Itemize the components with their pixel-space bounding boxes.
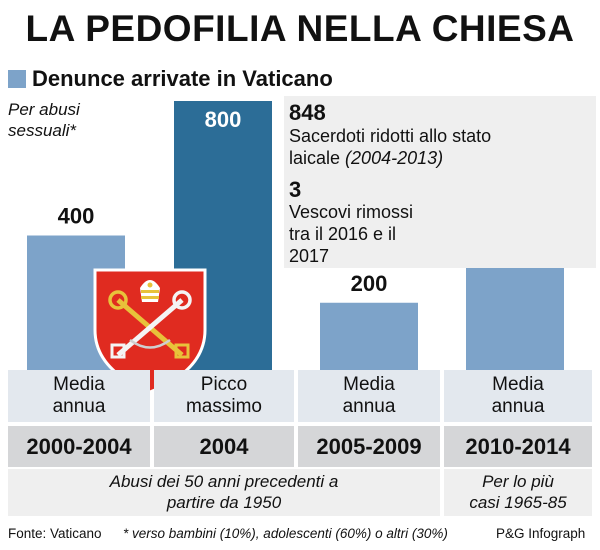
bar-2005-2009 <box>320 302 418 370</box>
bar-caption: Media annua <box>342 374 396 417</box>
source-text: Fonte: Vaticano <box>8 526 102 541</box>
bar-value-label: 400 <box>58 204 95 229</box>
priests-description: Sacerdoti ridotti allo stato laicale <box>289 126 492 168</box>
bishops-text: Vescovi rimossi tra il 2016 e il 2017 <box>289 202 414 266</box>
legend-swatch <box>8 70 26 88</box>
caption-box <box>298 370 440 422</box>
legend-label: Denunce arrivate in Vaticano <box>32 66 333 91</box>
bar-caption: Picco massimo <box>185 374 262 417</box>
bottom-note-right-text: Per lo più casi 1965-85 <box>469 472 567 512</box>
priests-count: 848 <box>289 100 326 125</box>
note-text: Per abusi sessuali* <box>8 100 80 140</box>
category-label: 2000-2004 <box>8 426 150 467</box>
category-label: 2005-2009 <box>298 426 440 467</box>
credit-text: P&G Infograph <box>496 526 586 541</box>
bishops-count: 3 <box>289 177 302 202</box>
info-box <box>284 96 596 268</box>
vatican-coat-of-arms-icon <box>93 268 207 394</box>
bar-value-label: 200 <box>351 271 388 296</box>
footnote-text: * verso bambini (10%), adolescenti (60%)… <box>123 526 448 541</box>
category-label: 2004 <box>154 426 294 467</box>
bottom-note-left-text: Abusi dei 50 anni precedenti a partire d… <box>109 472 339 512</box>
priests-text: Sacerdoti ridotti allo stato laicale (20… <box>289 125 534 169</box>
bar-caption: Media annua <box>491 374 545 417</box>
caption-box <box>8 370 150 422</box>
priests-period: (2004-2013) <box>345 148 444 168</box>
bottom-note-left: Abusi dei 50 anni precedenti a partire d… <box>8 469 440 516</box>
caption-box <box>154 370 294 422</box>
bar-caption: Media annua <box>52 374 106 417</box>
category-label: 2010-2014 <box>444 426 592 467</box>
bottom-note-right: Per lo più casi 1965-85 <box>444 469 592 516</box>
page-title: LA PEDOFILIA NELLA CHIESA <box>25 8 575 49</box>
caption-box <box>444 370 592 422</box>
bar-value-label: 800 <box>205 107 242 132</box>
